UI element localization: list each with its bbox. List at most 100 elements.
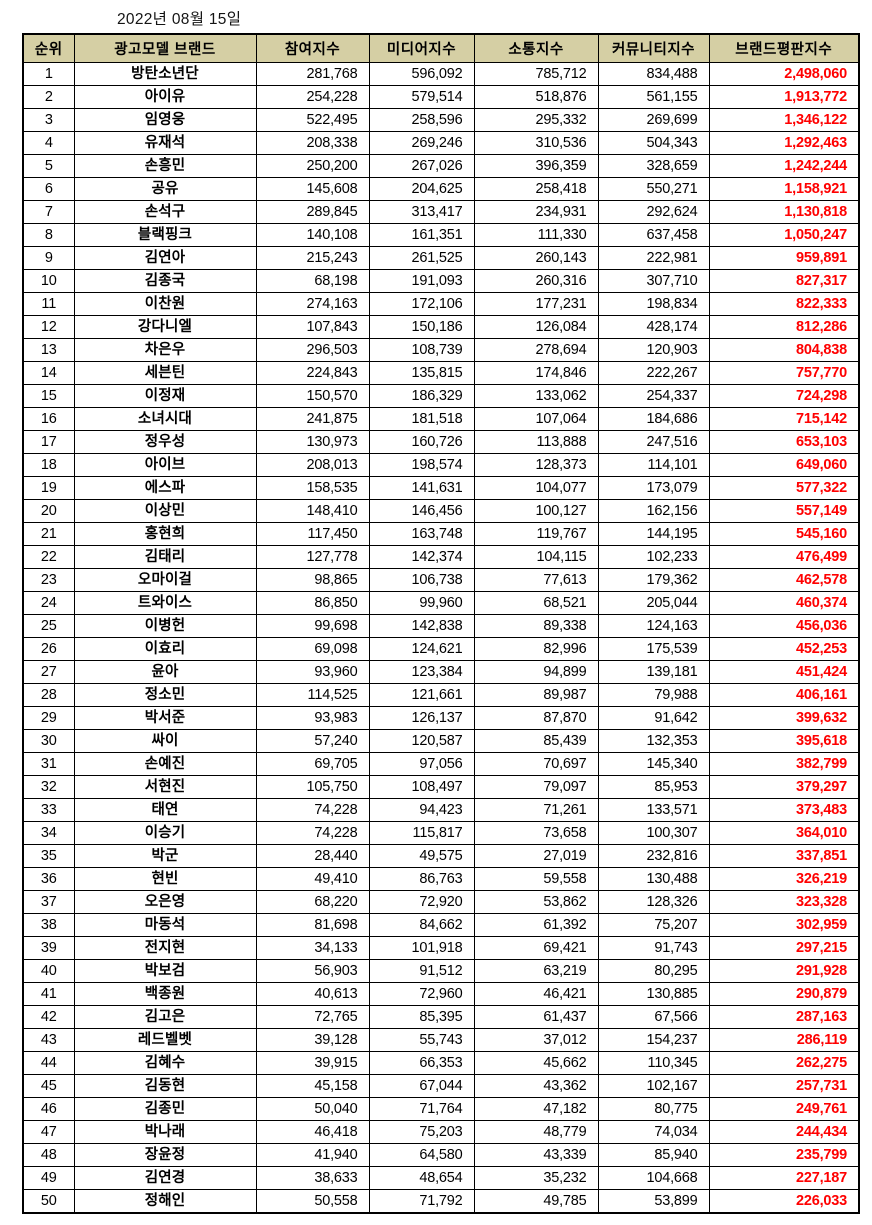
- brand-name-cell: 이효리: [73, 637, 257, 661]
- table-row: 23 오마이걸 98,865 106,738 77,613 179,362 462,578: [22, 568, 860, 592]
- brand-name-cell: 손석구: [73, 200, 257, 224]
- communication-index-cell: 133,062: [473, 384, 599, 408]
- brand-reputation-index-cell: 257,731: [708, 1074, 860, 1098]
- brand-name-cell: 이병헌: [73, 614, 257, 638]
- brand-name-cell: 소녀시대: [73, 407, 257, 431]
- table-row: 20 이상민 148,410 146,456 100,127 162,156 557,149: [22, 499, 860, 523]
- table-row: 30 싸이 57,240 120,587 85,439 132,353 395,618: [22, 729, 860, 753]
- brand-name-cell: 강다니엘: [73, 315, 257, 339]
- communication-index-cell: 77,613: [473, 568, 599, 592]
- participation-index-cell: 68,198: [255, 269, 370, 293]
- brand-name-cell: 전지현: [73, 936, 257, 960]
- rank-cell: 44: [22, 1051, 75, 1075]
- participation-index-cell: 522,495: [255, 108, 370, 132]
- communication-index-cell: 119,767: [473, 522, 599, 546]
- communication-index-cell: 61,437: [473, 1005, 599, 1029]
- rank-cell: 1: [22, 62, 75, 86]
- media-index-cell: 91,512: [368, 959, 475, 983]
- rank-cell: 27: [22, 660, 75, 684]
- community-index-cell: 173,079: [597, 476, 710, 500]
- brand-name-cell: 윤아: [73, 660, 257, 684]
- brand-name-cell: 정우성: [73, 430, 257, 454]
- rank-cell: 9: [22, 246, 75, 270]
- participation-index-cell: 39,915: [255, 1051, 370, 1075]
- communication-index-cell: 87,870: [473, 706, 599, 730]
- communication-index-cell: 61,392: [473, 913, 599, 937]
- participation-index-cell: 34,133: [255, 936, 370, 960]
- table-row: 43 레드벨벳 39,128 55,743 37,012 154,237 286,119: [22, 1028, 860, 1052]
- rank-cell: 48: [22, 1143, 75, 1167]
- community-index-cell: 561,155: [597, 85, 710, 109]
- community-index-cell: 102,233: [597, 545, 710, 569]
- brand-name-cell: 홍현희: [73, 522, 257, 546]
- community-index-cell: 328,659: [597, 154, 710, 178]
- communication-index-cell: 104,115: [473, 545, 599, 569]
- communication-index-cell: 47,182: [473, 1097, 599, 1121]
- brand-reputation-index-cell: 577,322: [708, 476, 860, 500]
- media-index-cell: 108,739: [368, 338, 475, 362]
- community-index-cell: 102,167: [597, 1074, 710, 1098]
- brand-name-cell: 손예진: [73, 752, 257, 776]
- community-index-cell: 75,207: [597, 913, 710, 937]
- media-index-cell: 146,456: [368, 499, 475, 523]
- brand-name-cell: 에스파: [73, 476, 257, 500]
- media-index-cell: 48,654: [368, 1166, 475, 1190]
- media-index-cell: 141,631: [368, 476, 475, 500]
- rank-cell: 7: [22, 200, 75, 224]
- brand-reputation-index-cell: 653,103: [708, 430, 860, 454]
- table-row: 38 마동석 81,698 84,662 61,392 75,207 302,959: [22, 913, 860, 937]
- participation-index-cell: 127,778: [255, 545, 370, 569]
- participation-index-cell: 208,013: [255, 453, 370, 477]
- brand-name-cell: 이상민: [73, 499, 257, 523]
- rank-cell: 22: [22, 545, 75, 569]
- media-index-cell: 101,918: [368, 936, 475, 960]
- participation-index-cell: 39,128: [255, 1028, 370, 1052]
- community-index-cell: 80,775: [597, 1097, 710, 1121]
- community-index-cell: 154,237: [597, 1028, 710, 1052]
- brand-reputation-index-cell: 379,297: [708, 775, 860, 799]
- brand-name-cell: 차은우: [73, 338, 257, 362]
- rank-cell: 42: [22, 1005, 75, 1029]
- community-index-cell: 144,195: [597, 522, 710, 546]
- communication-index-cell: 43,362: [473, 1074, 599, 1098]
- table-row: 37 오은영 68,220 72,920 53,862 128,326 323,328: [22, 890, 860, 914]
- participation-index-cell: 74,228: [255, 821, 370, 845]
- brand-name-cell: 세븐틴: [73, 361, 257, 385]
- table-row: 3 임영웅 522,495 258,596 295,332 269,699 1,346,12…: [22, 108, 860, 132]
- table-body: 1 방탄소년단 281,768 596,092 785,712 834,488 2,498,…: [22, 62, 860, 1214]
- participation-index-cell: 140,108: [255, 223, 370, 247]
- communication-index-cell: 73,658: [473, 821, 599, 845]
- col-header-community-index: 커뮤니티지수: [597, 33, 710, 63]
- table-row: 15 이정재 150,570 186,329 133,062 254,337 724,298: [22, 384, 860, 408]
- brand-name-cell: 박나래: [73, 1120, 257, 1144]
- community-index-cell: 110,345: [597, 1051, 710, 1075]
- communication-index-cell: 128,373: [473, 453, 599, 477]
- table-row: 22 김태리 127,778 142,374 104,115 102,233 476,499: [22, 545, 860, 569]
- table-row: 8 블랙핑크 140,108 161,351 111,330 637,458 1,050,2…: [22, 223, 860, 247]
- participation-index-cell: 250,200: [255, 154, 370, 178]
- brand-name-cell: 오마이걸: [73, 568, 257, 592]
- table-row: 35 박군 28,440 49,575 27,019 232,816 337,851: [22, 844, 860, 868]
- rank-cell: 16: [22, 407, 75, 431]
- brand-name-cell: 아이브: [73, 453, 257, 477]
- brand-name-cell: 트와이스: [73, 591, 257, 615]
- participation-index-cell: 208,338: [255, 131, 370, 155]
- community-index-cell: 91,743: [597, 936, 710, 960]
- community-index-cell: 130,488: [597, 867, 710, 891]
- rank-cell: 37: [22, 890, 75, 914]
- participation-index-cell: 215,243: [255, 246, 370, 270]
- media-index-cell: 186,329: [368, 384, 475, 408]
- media-index-cell: 267,026: [368, 154, 475, 178]
- brand-reputation-index-cell: 812,286: [708, 315, 860, 339]
- brand-reputation-index-cell: 715,142: [708, 407, 860, 431]
- communication-index-cell: 68,521: [473, 591, 599, 615]
- brand-reputation-index-cell: 297,215: [708, 936, 860, 960]
- participation-index-cell: 145,608: [255, 177, 370, 201]
- community-index-cell: 175,539: [597, 637, 710, 661]
- brand-name-cell: 태연: [73, 798, 257, 822]
- table-row: 34 이승기 74,228 115,817 73,658 100,307 364,010: [22, 821, 860, 845]
- community-index-cell: 79,988: [597, 683, 710, 707]
- community-index-cell: 85,953: [597, 775, 710, 799]
- media-index-cell: 204,625: [368, 177, 475, 201]
- communication-index-cell: 35,232: [473, 1166, 599, 1190]
